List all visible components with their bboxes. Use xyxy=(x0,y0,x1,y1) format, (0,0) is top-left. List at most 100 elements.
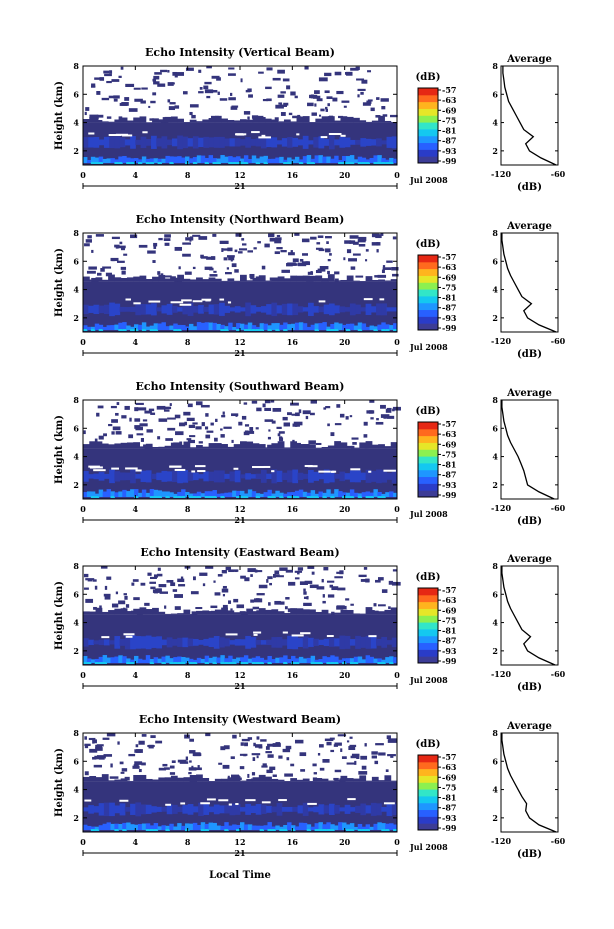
x-tick-label: 20 xyxy=(339,170,351,180)
echo-speckle xyxy=(200,256,208,259)
colorbar-segment xyxy=(418,490,438,498)
echo-cell xyxy=(130,329,135,331)
echo-speckle xyxy=(267,576,273,580)
echo-edge xyxy=(95,777,103,782)
echo-cell xyxy=(192,472,199,481)
echo-cell xyxy=(103,136,110,148)
echo-speckle xyxy=(121,768,128,772)
echo-cell xyxy=(240,657,245,663)
echo-cell xyxy=(275,825,280,830)
echo-cell xyxy=(349,162,355,164)
echo-speckle xyxy=(175,431,184,436)
echo-cell xyxy=(219,302,225,316)
echo-gap xyxy=(363,298,373,301)
echo-speckle xyxy=(84,111,87,116)
echo-edge xyxy=(265,609,272,615)
echo-speckle xyxy=(148,408,155,412)
x-tick-label: 0 xyxy=(394,670,400,680)
x-tick-label: 4 xyxy=(133,837,139,847)
echo-speckle xyxy=(115,412,119,416)
echo-edge xyxy=(315,275,323,282)
echo-speckle xyxy=(247,568,256,573)
echo-speckle xyxy=(325,236,332,239)
echo-edge xyxy=(233,444,241,449)
echo-cell xyxy=(243,324,249,330)
echo-speckle xyxy=(317,235,324,238)
colorbar-segment xyxy=(418,295,438,304)
echo-speckle xyxy=(177,578,185,583)
echo-gap xyxy=(296,133,300,136)
echo-speckle xyxy=(382,265,386,268)
echo-cell xyxy=(267,158,272,163)
profile-y-tick-label: 8 xyxy=(492,728,498,738)
echo-speckle xyxy=(253,247,257,250)
echo-speckle xyxy=(240,78,243,83)
echo-cell xyxy=(149,325,155,330)
echo-cell xyxy=(328,303,335,316)
echo-cell xyxy=(165,491,170,497)
echo-speckle xyxy=(184,734,190,739)
echo-cell xyxy=(275,323,280,330)
echo-cell xyxy=(297,637,304,647)
echo-speckle xyxy=(247,737,253,740)
echo-cell xyxy=(294,662,300,664)
echo-edge xyxy=(126,277,134,282)
colorbar-segment xyxy=(418,108,438,116)
echo-cell xyxy=(181,662,186,664)
echo-cell xyxy=(271,659,276,663)
echo-cell xyxy=(173,493,178,497)
echo-speckle xyxy=(228,67,235,70)
echo-cell xyxy=(228,162,233,164)
echo-speckle xyxy=(86,270,96,274)
echo-speckle xyxy=(221,588,229,593)
echo-cell xyxy=(114,159,119,163)
echo-edge xyxy=(233,120,241,123)
echo-cell xyxy=(389,823,394,830)
colorbar-tick-label: -81 xyxy=(442,126,456,136)
echo-cell xyxy=(369,496,374,498)
echo-speckle xyxy=(223,745,230,750)
y-axis-label: Height (km) xyxy=(54,415,65,484)
echo-speckle xyxy=(280,250,287,253)
echo-cell xyxy=(355,139,361,145)
echo-edge xyxy=(302,778,310,782)
month-label: Jul 2008 xyxy=(409,675,448,685)
echo-speckle xyxy=(172,71,177,76)
echo-cell xyxy=(339,137,346,148)
echo-cell xyxy=(161,305,168,314)
echo-speckle xyxy=(99,77,105,81)
echo-cell xyxy=(381,162,386,164)
echo-speckle xyxy=(334,742,342,746)
echo-cell xyxy=(118,655,123,663)
echo-edge xyxy=(133,774,141,782)
echo-speckle xyxy=(386,735,391,740)
echo-edge xyxy=(139,774,147,782)
echo-speckle xyxy=(319,266,329,270)
echo-cell xyxy=(228,655,233,663)
echo-cell xyxy=(220,493,225,497)
echo-speckle xyxy=(256,593,265,596)
echo-cell xyxy=(297,472,304,481)
echo-speckle xyxy=(381,589,388,593)
echo-speckle xyxy=(377,604,386,607)
echo-cell xyxy=(353,159,359,163)
echo-speckle xyxy=(377,577,384,581)
echo-cell xyxy=(149,489,155,497)
echo-cell xyxy=(318,829,323,831)
echo-cell xyxy=(94,658,100,663)
echo-edge xyxy=(214,778,222,782)
colorbar-tick-label: -75 xyxy=(442,782,456,792)
echo-edge xyxy=(139,275,147,282)
echo-speckle xyxy=(138,768,142,773)
echo-speckle xyxy=(120,266,127,270)
echo-cell xyxy=(149,162,155,164)
x-tick-label: 8 xyxy=(185,670,191,680)
echo-cell xyxy=(192,493,198,497)
echo-cell xyxy=(298,489,304,497)
echo-edge xyxy=(89,776,97,782)
echo-cell xyxy=(98,472,105,481)
echo-cell xyxy=(279,156,284,163)
echo-edge xyxy=(95,277,103,282)
echo-edge xyxy=(95,607,103,615)
